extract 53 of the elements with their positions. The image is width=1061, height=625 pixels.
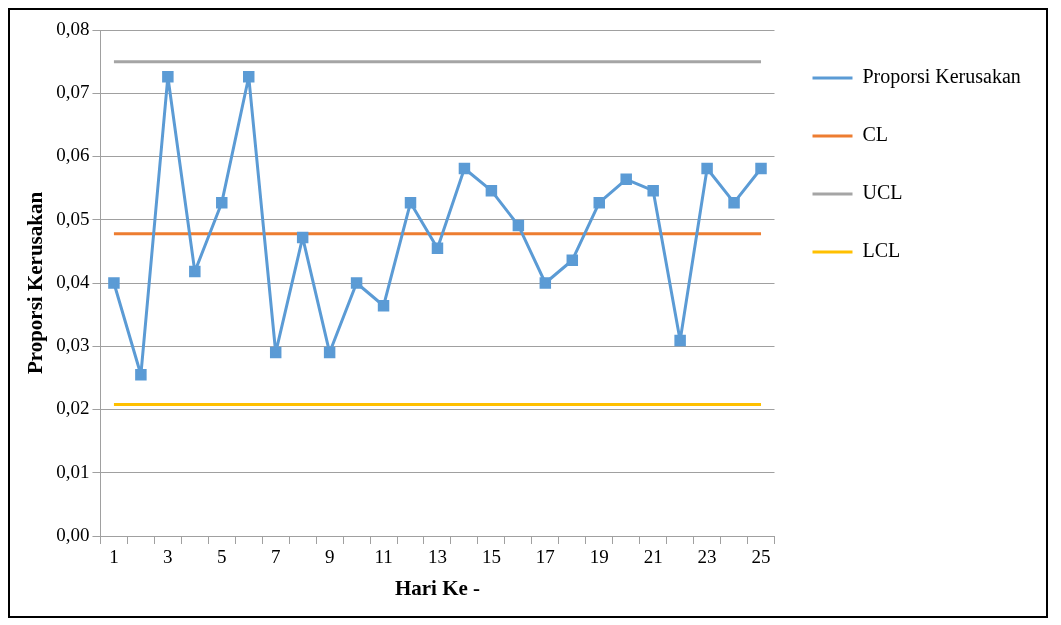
- point: [108, 277, 120, 289]
- point: [485, 184, 498, 197]
- x-tick-label: 25: [751, 546, 771, 568]
- point: [243, 71, 255, 83]
- x-tick-label: 5: [217, 546, 227, 568]
- point: [162, 71, 174, 83]
- point: [701, 162, 713, 175]
- point: [377, 300, 390, 312]
- y-tick-label: 0,00: [56, 523, 90, 545]
- point: [296, 231, 309, 244]
- point: [647, 184, 659, 197]
- point: [728, 196, 740, 209]
- x-axis-title: Hari Ke -: [394, 575, 481, 600]
- point: [674, 334, 686, 347]
- point: [566, 254, 579, 266]
- y-tick-label: 0,06: [56, 144, 90, 166]
- point: [458, 162, 471, 175]
- legend-label: LCL: [862, 239, 901, 262]
- y-tick-label: 0,04: [56, 270, 90, 292]
- point: [755, 162, 767, 175]
- x-tick-label: 13: [427, 546, 447, 568]
- y-tick-label: 0,01: [56, 460, 90, 482]
- x-tick-label: 15: [481, 546, 501, 568]
- legend-label: Proporsi Kerusakan: [862, 65, 1021, 89]
- y-axis-title: Proporsi Kerusakan: [23, 191, 48, 375]
- point: [593, 196, 605, 209]
- point: [404, 196, 417, 209]
- point: [323, 346, 336, 359]
- x-tick-label: 3: [163, 546, 173, 568]
- point: [189, 265, 201, 278]
- y-tick-label: 0,02: [56, 397, 90, 419]
- y-tick-label: 0,03: [56, 334, 90, 356]
- x-tick-label: 1: [109, 546, 119, 568]
- point: [512, 219, 525, 232]
- x-tick-label: 19: [589, 546, 609, 568]
- point: [620, 173, 632, 186]
- x-tick-label: 23: [697, 546, 717, 568]
- point: [269, 346, 282, 359]
- point: [135, 368, 147, 381]
- point: [350, 277, 363, 289]
- y-tick-label: 0,08: [56, 17, 90, 39]
- point: [539, 277, 552, 289]
- y-tick-label: 0,05: [56, 207, 90, 229]
- point: [216, 196, 228, 209]
- legend-label: UCL: [862, 181, 903, 204]
- x-tick-label: 7: [270, 546, 281, 568]
- point: [431, 242, 444, 254]
- legend-label: CL: [862, 123, 889, 146]
- x-tick-label: 11: [374, 546, 393, 568]
- y-tick-label: 0,07: [56, 81, 90, 103]
- x-tick-label: 21: [643, 546, 663, 568]
- x-tick-label: 9: [324, 546, 335, 568]
- x-tick-label: 17: [535, 546, 555, 568]
